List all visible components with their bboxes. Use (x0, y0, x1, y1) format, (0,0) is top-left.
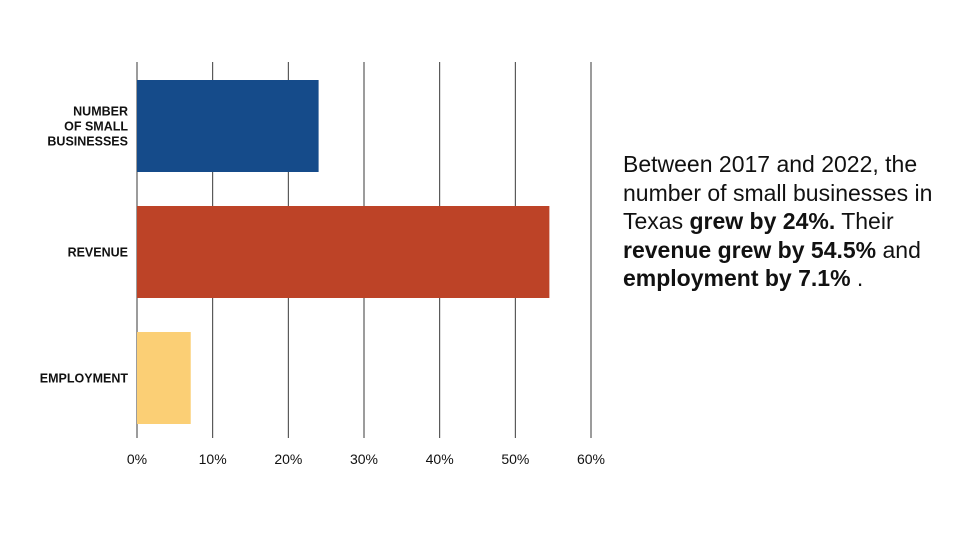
summary-text: Between 2017 and 2022, the number of sma… (623, 150, 943, 293)
summary-part2: Their (841, 208, 894, 234)
x-tick-label: 0% (127, 451, 147, 467)
bar (137, 332, 191, 424)
summary-bold1: grew by 24%. (689, 208, 836, 234)
x-axis-tick-labels: 0% 10% 20% 30% 40% 50% 60% (127, 451, 605, 467)
x-tick-label: 10% (199, 451, 227, 467)
summary-part3: and (882, 236, 921, 263)
category-label: NUMBER OF SMALL BUSINESSES (47, 105, 128, 149)
x-tick-label: 40% (426, 451, 454, 467)
x-tick-label: 50% (501, 451, 529, 467)
category-label: REVENUE (68, 246, 128, 260)
bar (137, 206, 550, 298)
bars (137, 80, 550, 424)
summary-bold2: revenue grew by 54.5% (623, 236, 877, 263)
summary-part4: . (856, 265, 864, 291)
x-tick-label: 20% (274, 451, 302, 467)
summary-bold3: employment by 7.1% (623, 265, 851, 291)
x-tick-label: 60% (577, 451, 605, 467)
category-labels: NUMBER OF SMALL BUSINESSES REVENUE EMPLOYMEN… (40, 105, 129, 386)
bar-chart: NUMBER OF SMALL BUSINESSES REVENUE EMPLOYMEN… (40, 62, 605, 467)
category-label: EMPLOYMENT (40, 372, 129, 386)
summary-part1: Between 2017 and 2022, the number of sma… (623, 151, 933, 234)
x-tick-label: 30% (350, 451, 378, 467)
bar (137, 80, 319, 172)
